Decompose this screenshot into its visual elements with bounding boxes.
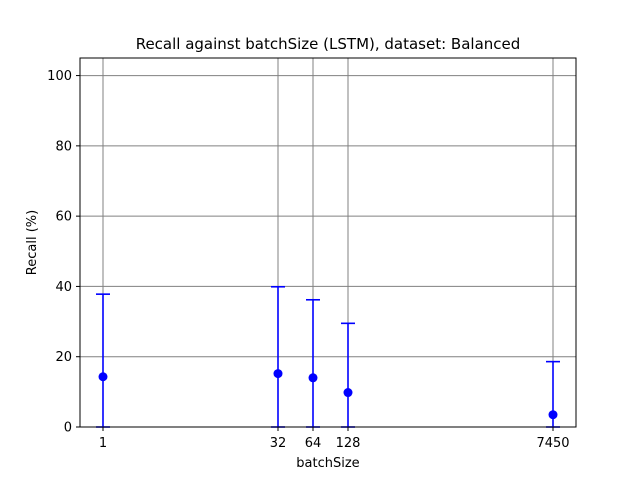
- data-point: [273, 369, 283, 379]
- plot-area-frame: [79, 57, 577, 428]
- y-tick-label: 100: [47, 69, 72, 84]
- y-tick-label: 60: [55, 210, 72, 225]
- x-tick-label: 32: [270, 436, 287, 451]
- y-tick-label: 20: [55, 350, 72, 365]
- data-point: [343, 388, 353, 398]
- data-point: [308, 373, 318, 383]
- y-ticks: 0 20 40 60 80 100: [47, 69, 80, 436]
- x-tick-label: 128: [336, 436, 361, 451]
- x-tick-label: 1: [99, 436, 107, 451]
- chart-title: Recall against batchSize (LSTM), dataset…: [136, 35, 521, 53]
- x-axis-label: batchSize: [296, 456, 359, 471]
- data-point: [548, 410, 558, 420]
- y-tick-label: 80: [55, 139, 72, 154]
- x-tick-label: 7450: [536, 436, 569, 451]
- x-tick-label: 64: [305, 436, 322, 451]
- data-points: [98, 369, 558, 420]
- y-tick-label: 0: [64, 421, 72, 436]
- x-ticks: 1 32 64 128 7450: [99, 427, 570, 451]
- y-axis-label: Recall (%): [25, 210, 40, 275]
- data-point: [98, 372, 108, 382]
- y-tick-label: 40: [55, 280, 72, 295]
